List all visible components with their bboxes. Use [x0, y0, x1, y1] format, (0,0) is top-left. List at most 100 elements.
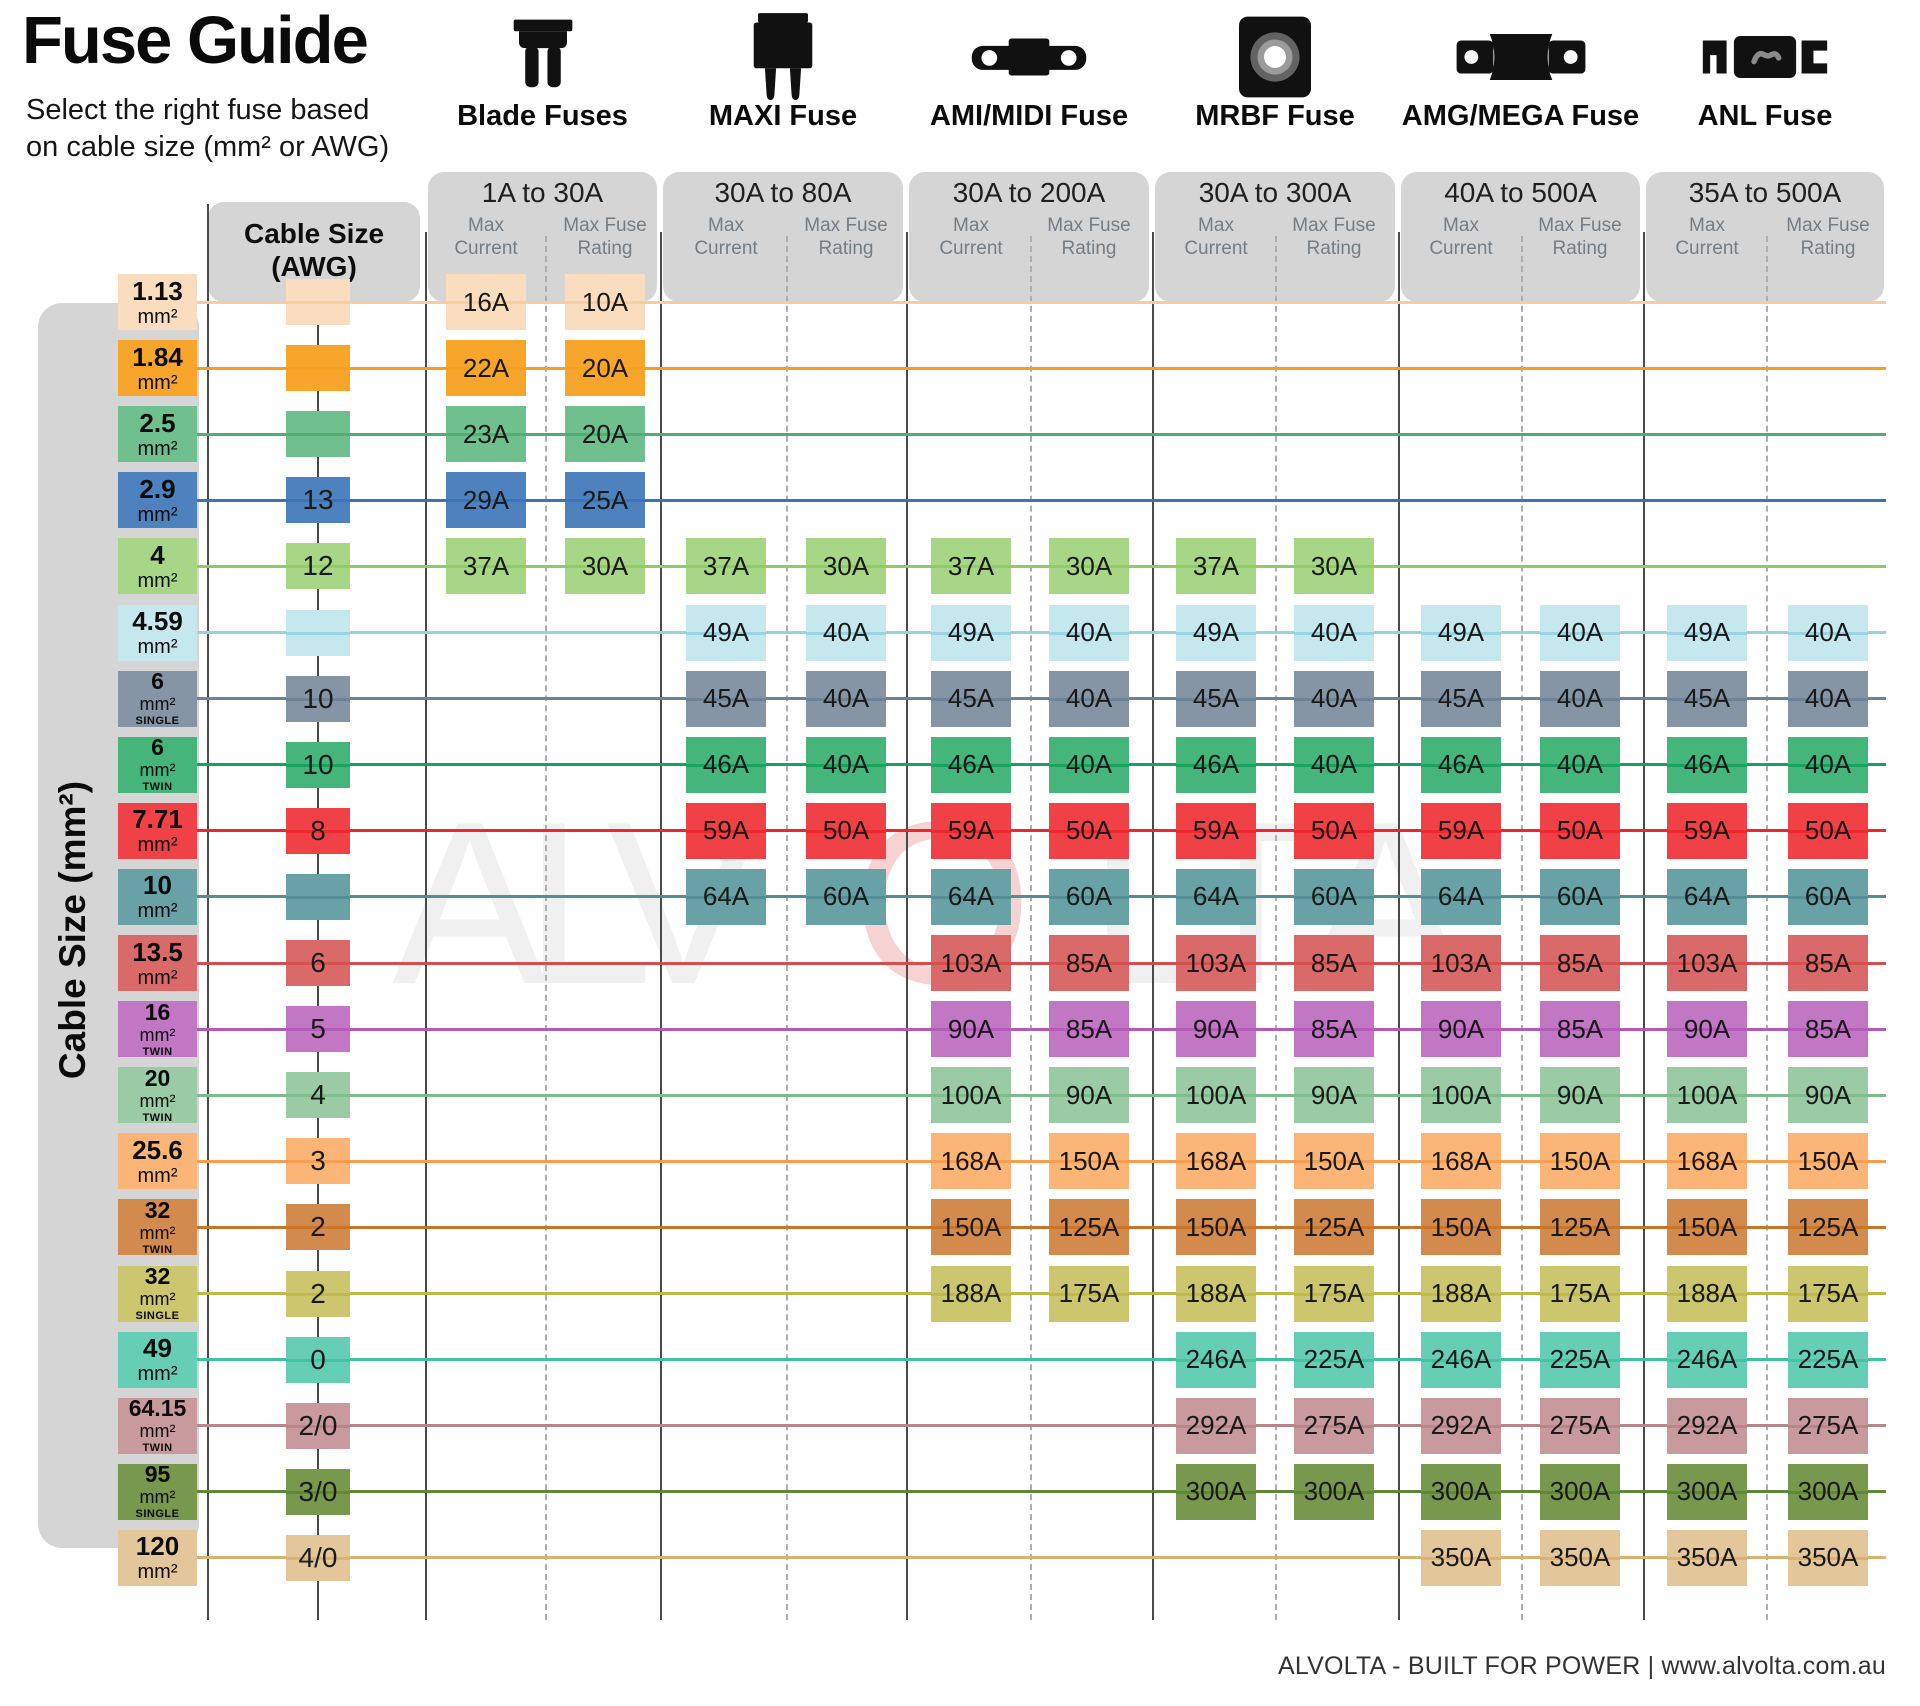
cell-value: 40A — [1310, 749, 1358, 780]
cable-size-mm2-chip: 49 mm² — [118, 1331, 197, 1388]
subheader-line: Max — [1689, 215, 1725, 236]
cable-size-tag: TWIN — [142, 1111, 173, 1124]
awg-value: 2 — [310, 1277, 326, 1309]
cell-value: 168A — [1430, 1145, 1492, 1176]
max-fuse-rating-cell: 40A — [1788, 604, 1868, 661]
max-current-cell: 59A — [1421, 802, 1501, 859]
cable-size-unit: mm² — [137, 966, 178, 989]
row-line — [197, 697, 1886, 701]
cell-value: 59A — [1192, 815, 1240, 846]
awg-chip — [286, 345, 350, 392]
cell-value: 168A — [1185, 1145, 1247, 1176]
max-current-cell: 49A — [1667, 604, 1747, 661]
cell-value: 150A — [940, 1211, 1002, 1242]
cell-value: 150A — [1549, 1145, 1611, 1176]
cell-value: 292A — [1676, 1410, 1738, 1441]
awg-value: 4/0 — [298, 1541, 338, 1573]
row-line — [197, 1225, 1886, 1229]
subheader-line: Current — [694, 238, 758, 259]
cell-value: 50A — [1065, 815, 1113, 846]
cell-value: 90A — [947, 1013, 995, 1044]
subheader-line: Current — [1675, 238, 1739, 259]
cell-value: 40A — [1065, 617, 1113, 647]
cell-value: 64A — [702, 881, 750, 912]
max-fuse-rating-cell: 85A — [1049, 935, 1129, 991]
subheader-line: Current — [1429, 238, 1493, 259]
max-current-cell: 46A — [1176, 736, 1256, 793]
max-fuse-rating-cell: 275A — [1294, 1397, 1374, 1454]
row-line — [197, 763, 1886, 767]
awg-value: 0 — [310, 1343, 326, 1375]
fuse-group-name: MRBF Fuse — [1195, 100, 1355, 132]
awg-chip: 13 — [286, 477, 350, 524]
column-divider-solid — [906, 232, 908, 1620]
max-fuse-rating-cell: 25A — [565, 472, 645, 529]
fuse-group-range: 40A to 500A — [1444, 177, 1597, 208]
cell-value: 103A — [940, 947, 1002, 978]
cell-value: 16A — [462, 286, 510, 317]
max-fuse-rating-cell: 350A — [1788, 1529, 1868, 1586]
row-line — [197, 498, 1886, 502]
max-fuse-rating-cell: 20A — [565, 340, 645, 397]
subheader-line: Rating — [577, 238, 633, 259]
cable-size-tag: TWIN — [142, 1243, 173, 1256]
max-current-cell: 37A — [686, 538, 766, 595]
max-current-cell: 168A — [1421, 1133, 1501, 1190]
max-fuse-rating-cell: 225A — [1294, 1331, 1374, 1388]
column-divider-solid — [660, 232, 662, 1620]
max-current-cell: 188A — [931, 1265, 1011, 1322]
max-current-cell: 168A — [1667, 1133, 1747, 1190]
anl-fuse-icon — [1685, 12, 1845, 102]
cell-value: 300A — [1676, 1476, 1738, 1507]
max-fuse-rating-cell: 50A — [1049, 802, 1129, 859]
fuse-group-name: Blade Fuses — [457, 100, 628, 132]
column-divider-solid — [1398, 232, 1400, 1620]
footer-text: ALVOLTA - BUILT FOR POWER | www.alvolta.… — [1278, 1652, 1886, 1680]
cell-value: 85A — [1310, 947, 1358, 978]
max-fuse-rating-cell: 150A — [1294, 1133, 1374, 1190]
column-divider-solid — [1643, 232, 1645, 1620]
row-line — [197, 1358, 1886, 1362]
column-subheader-rating: Max Fuse Rating — [1266, 214, 1402, 260]
max-fuse-rating-cell: 50A — [1540, 802, 1620, 859]
awg-header-line-2: (AWG) — [271, 251, 357, 282]
cell-value: 150A — [1676, 1211, 1738, 1242]
max-current-cell: 45A — [1667, 670, 1747, 727]
cable-size-tag: SINGLE — [135, 715, 180, 728]
cable-size-mm2-chip: 20 mm² TWIN — [118, 1066, 197, 1124]
row-line — [197, 1424, 1886, 1428]
cell-value: 225A — [1797, 1344, 1859, 1375]
max-fuse-rating-cell: 60A — [1540, 868, 1620, 925]
column-subheader-current: Max Current — [658, 214, 794, 260]
cable-size-value: 4.59 — [132, 606, 183, 636]
cable-size-value: 120 — [135, 1531, 180, 1562]
cell-value: 40A — [1804, 617, 1852, 647]
max-current-cell: 22A — [446, 340, 526, 397]
cell-value: 40A — [1065, 683, 1113, 714]
column-subheader-rating: Max Fuse Rating — [1021, 214, 1157, 260]
cell-value: 85A — [1065, 1013, 1113, 1044]
cell-value: 90A — [1192, 1013, 1240, 1044]
max-fuse-rating-cell: 175A — [1049, 1265, 1129, 1322]
subheader-line: Rating — [1800, 238, 1856, 259]
awg-chip: 4 — [286, 1072, 350, 1119]
cable-size-unit: mm² — [139, 1090, 176, 1111]
cable-size-unit: mm² — [137, 1164, 178, 1187]
subheader-line: Rating — [818, 238, 874, 259]
cable-size-value: 10 — [143, 870, 172, 901]
cell-value: 40A — [822, 617, 870, 647]
cell-value: 188A — [1185, 1278, 1247, 1308]
cable-size-mm2-chip: 10 mm² — [118, 868, 197, 925]
cell-value: 40A — [1556, 683, 1604, 714]
cell-value: 300A — [1303, 1476, 1365, 1507]
cell-value: 85A — [1556, 1013, 1604, 1044]
max-fuse-rating-cell: 90A — [1049, 1067, 1129, 1124]
cable-size-value: 1.13 — [132, 275, 183, 306]
cell-value: 59A — [947, 815, 995, 846]
max-fuse-rating-cell: 40A — [1049, 604, 1129, 661]
cell-value: 50A — [1804, 815, 1852, 846]
cell-value: 59A — [702, 815, 750, 846]
row-line — [197, 1159, 1886, 1163]
max-fuse-rating-cell: 50A — [1294, 802, 1374, 859]
